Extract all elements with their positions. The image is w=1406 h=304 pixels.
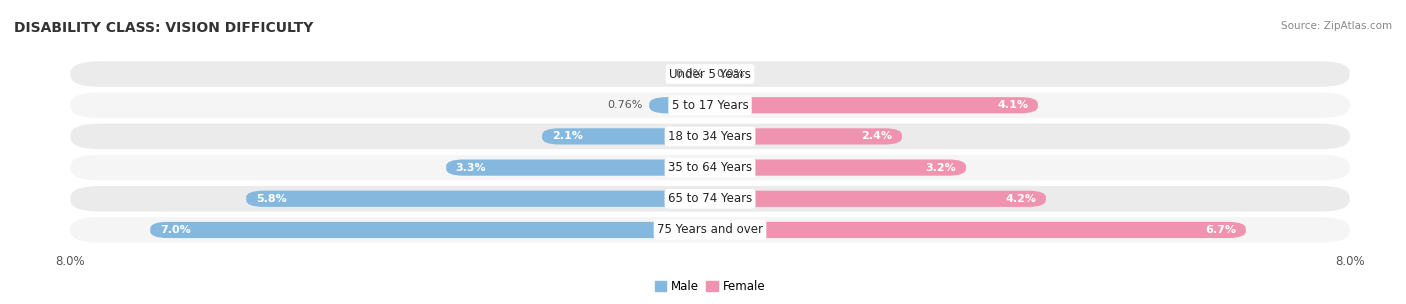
Text: 65 to 74 Years: 65 to 74 Years	[668, 192, 752, 205]
Text: 3.2%: 3.2%	[925, 163, 956, 173]
FancyBboxPatch shape	[650, 97, 710, 113]
Text: 0.0%: 0.0%	[717, 69, 745, 79]
Text: 0.0%: 0.0%	[675, 69, 703, 79]
FancyBboxPatch shape	[710, 222, 1246, 238]
FancyBboxPatch shape	[710, 128, 903, 144]
Text: 5 to 17 Years: 5 to 17 Years	[672, 99, 748, 112]
Text: 35 to 64 Years: 35 to 64 Years	[668, 161, 752, 174]
Text: 7.0%: 7.0%	[160, 225, 191, 235]
Text: Source: ZipAtlas.com: Source: ZipAtlas.com	[1281, 21, 1392, 31]
FancyBboxPatch shape	[710, 97, 1038, 113]
Text: 18 to 34 Years: 18 to 34 Years	[668, 130, 752, 143]
Legend: Male, Female: Male, Female	[650, 275, 770, 298]
Text: 0.76%: 0.76%	[607, 100, 643, 110]
Text: 2.1%: 2.1%	[551, 131, 582, 141]
FancyBboxPatch shape	[710, 160, 966, 176]
Text: 3.3%: 3.3%	[456, 163, 486, 173]
FancyBboxPatch shape	[543, 128, 710, 144]
Text: 75 Years and over: 75 Years and over	[657, 223, 763, 237]
Text: DISABILITY CLASS: VISION DIFFICULTY: DISABILITY CLASS: VISION DIFFICULTY	[14, 21, 314, 35]
FancyBboxPatch shape	[70, 186, 1350, 212]
FancyBboxPatch shape	[70, 155, 1350, 180]
Text: 4.2%: 4.2%	[1005, 194, 1036, 204]
FancyBboxPatch shape	[150, 222, 710, 238]
FancyBboxPatch shape	[710, 191, 1046, 207]
FancyBboxPatch shape	[70, 92, 1350, 118]
Text: 5.8%: 5.8%	[256, 194, 287, 204]
FancyBboxPatch shape	[70, 124, 1350, 149]
FancyBboxPatch shape	[246, 191, 710, 207]
FancyBboxPatch shape	[446, 160, 710, 176]
FancyBboxPatch shape	[70, 61, 1350, 87]
Text: 2.4%: 2.4%	[862, 131, 893, 141]
Text: 6.7%: 6.7%	[1205, 225, 1236, 235]
Text: 4.1%: 4.1%	[997, 100, 1028, 110]
Text: Under 5 Years: Under 5 Years	[669, 67, 751, 81]
FancyBboxPatch shape	[70, 217, 1350, 243]
